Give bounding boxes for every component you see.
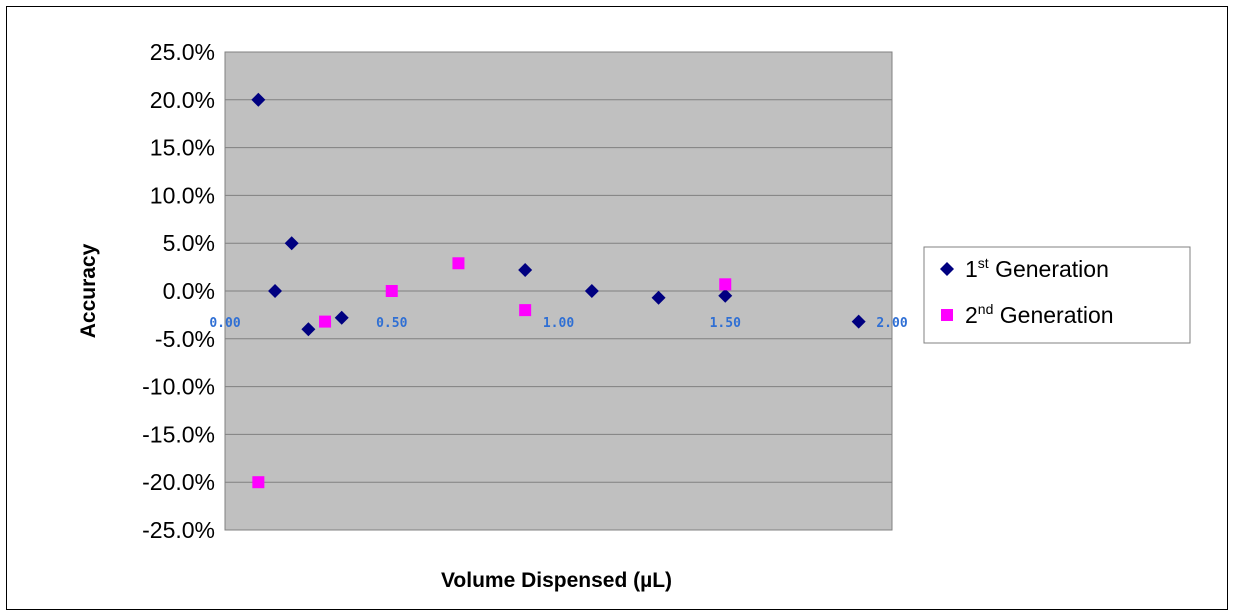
data-point-2nd-generation bbox=[719, 278, 732, 291]
y-tick-label: -5.0% bbox=[155, 326, 215, 352]
legend-box bbox=[923, 246, 1191, 344]
y-tick-label: 10.0% bbox=[150, 182, 215, 208]
x-tick-label: 0.00 bbox=[209, 316, 240, 331]
x-axis-ticks: 0.00 0.50 1.00 1.50 2.00 bbox=[209, 316, 907, 331]
data-points bbox=[251, 92, 866, 489]
data-point-1st-generation bbox=[251, 92, 266, 107]
y-tick-label: 5.0% bbox=[163, 230, 215, 256]
legend-marker-square bbox=[941, 309, 953, 321]
y-axis-label: Accuracy bbox=[77, 243, 100, 338]
y-tick-label: -15.0% bbox=[142, 421, 215, 447]
data-point-2nd-generation bbox=[519, 304, 532, 317]
data-point-1st-generation bbox=[851, 314, 866, 329]
y-tick-label: 20.0% bbox=[150, 87, 215, 113]
x-tick-label: 1.50 bbox=[710, 316, 741, 331]
y-tick-label: 25.0% bbox=[150, 39, 215, 65]
x-tick-label: 2.00 bbox=[876, 316, 907, 331]
data-point-2nd-generation bbox=[319, 315, 332, 328]
data-point-2nd-generation bbox=[385, 285, 398, 297]
data-point-1st-generation bbox=[284, 236, 299, 251]
y-tick-label: 15.0% bbox=[150, 135, 215, 161]
data-point-1st-generation bbox=[301, 322, 316, 337]
data-point-1st-generation bbox=[334, 310, 349, 325]
x-tick-label: 0.50 bbox=[376, 316, 407, 331]
legend-label: 1st Generation bbox=[965, 255, 1109, 282]
data-point-1st-generation bbox=[518, 262, 533, 277]
data-point-2nd-generation bbox=[452, 257, 465, 270]
scatter-chart: 25.0% 20.0% 15.0% 10.0% 5.0% 0.0% -5.0% -10.0% -… bbox=[77, 39, 1191, 592]
y-tick-label: -20.0% bbox=[142, 469, 215, 495]
data-point-2nd-generation bbox=[252, 476, 265, 489]
legend: 1st Generation 2nd Generation bbox=[923, 246, 1191, 344]
x-tick-label: 1.00 bbox=[543, 316, 574, 331]
legend-label: 2nd Generation bbox=[965, 301, 1114, 328]
x-axis-label: Volume Dispensed (µL) bbox=[441, 569, 672, 592]
y-tick-label: 0.0% bbox=[163, 278, 215, 304]
data-point-1st-generation bbox=[651, 290, 666, 305]
gridlines bbox=[225, 51, 892, 531]
data-point-1st-generation bbox=[584, 284, 599, 298]
legend-marker-diamond bbox=[940, 262, 954, 276]
data-point-1st-generation bbox=[268, 284, 283, 298]
y-axis-ticks: 25.0% 20.0% 15.0% 10.0% 5.0% 0.0% -5.0% -10.0% -… bbox=[142, 39, 215, 543]
y-tick-label: -25.0% bbox=[142, 517, 215, 543]
y-tick-label: -10.0% bbox=[142, 374, 215, 400]
data-point-1st-generation bbox=[718, 288, 733, 303]
chart-frame: 25.0% 20.0% 15.0% 10.0% 5.0% 0.0% -5.0% -10.0% -… bbox=[6, 6, 1228, 610]
